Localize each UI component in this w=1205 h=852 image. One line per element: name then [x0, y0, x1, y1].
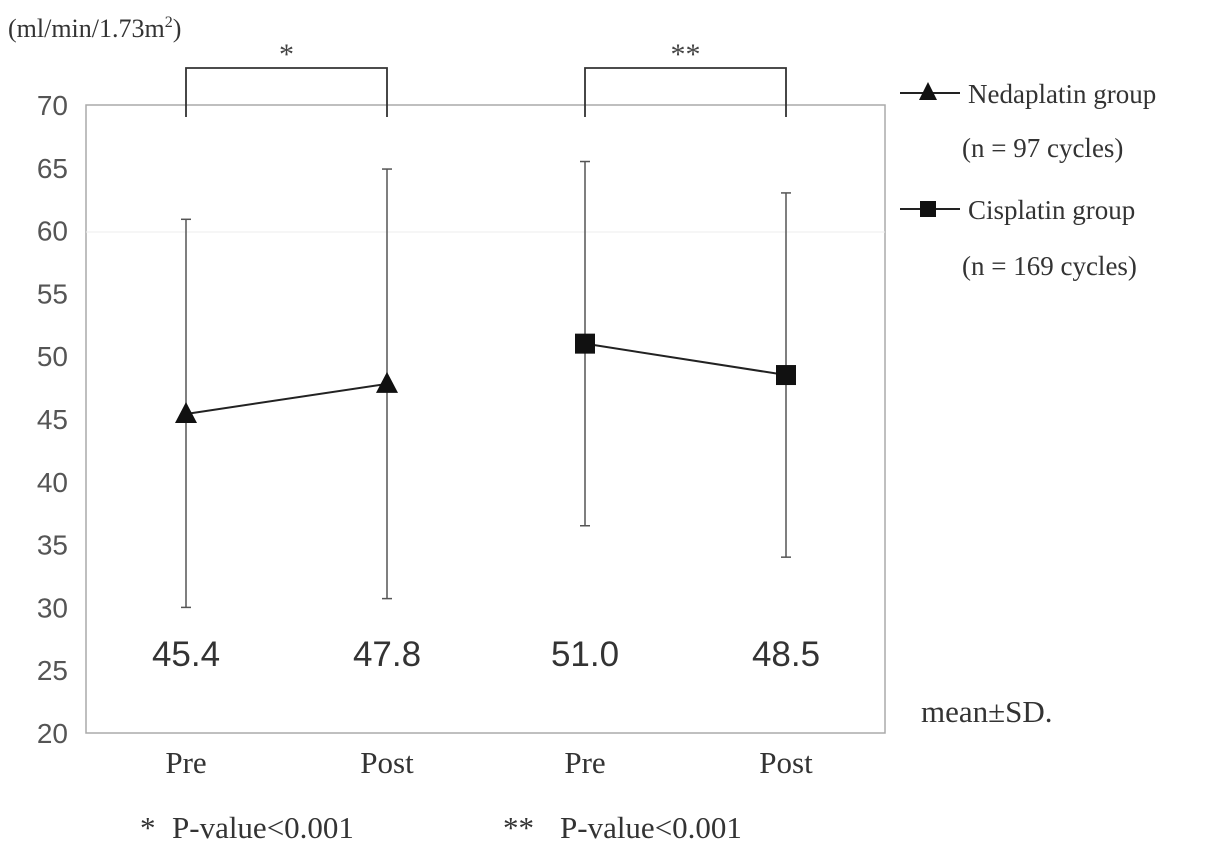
- series-line-nedaplatin: [185, 382, 388, 415]
- footnote-1-text: P-value<0.001: [172, 810, 354, 845]
- triangle-marker: [175, 401, 197, 423]
- y-tick-label: 55: [37, 278, 68, 309]
- y-tick-label: 40: [37, 467, 68, 498]
- footnote-2-mark: **: [503, 810, 534, 845]
- significance-brackets: * **: [185, 38, 787, 117]
- triangle-marker: [376, 371, 398, 393]
- y-tick-label: 30: [37, 592, 68, 623]
- legend-triangle-marker: [919, 82, 937, 100]
- y-tick-label: 65: [37, 153, 68, 184]
- stat-note: mean±SD.: [921, 694, 1053, 729]
- legend-label-nedaplatin: Nedaplatin group: [968, 79, 1156, 109]
- y-tick-label: 25: [37, 655, 68, 686]
- significance-mark: *: [279, 38, 294, 71]
- significance-bracket: [185, 67, 388, 117]
- y-tick-label: 50: [37, 341, 68, 372]
- legend: Nedaplatin group (n = 97 cycles) Cisplat…: [900, 79, 1156, 281]
- data-labels: 45.4 47.8 51.0 48.5: [152, 635, 820, 674]
- y-axis-unit-label: (ml/min/1.73m2): [8, 14, 181, 43]
- data-label: 47.8: [353, 635, 421, 674]
- legend-square-marker: [920, 201, 936, 217]
- error-bars: [181, 160, 791, 609]
- y-tick-label: 70: [37, 90, 68, 121]
- x-tick-label: Pre: [564, 745, 605, 780]
- y-tick-label: 35: [37, 530, 68, 561]
- y-axis-unit-superscript: 2: [165, 14, 173, 31]
- data-label: 45.4: [152, 635, 220, 674]
- footnote-2-text: P-value<0.001: [560, 810, 742, 845]
- footnote-1-mark: *: [140, 810, 156, 845]
- data-label: 51.0: [551, 635, 619, 674]
- y-axis-ticks: 20 25 30 35 40 45 50 55 60 65 70: [37, 90, 68, 749]
- y-tick-label: 20: [37, 718, 68, 749]
- legend-note-nedaplatin: (n = 97 cycles): [962, 133, 1123, 163]
- square-marker: [776, 365, 796, 386]
- y-tick-label: 60: [37, 216, 68, 247]
- plot-frame: [85, 104, 886, 734]
- y-tick-label: 45: [37, 404, 68, 435]
- series-lines: [185, 342, 787, 415]
- data-label: 48.5: [752, 635, 820, 674]
- x-tick-label: Pre: [165, 745, 206, 780]
- significance-bracket: [584, 67, 787, 117]
- series-markers: [175, 333, 796, 423]
- legend-note-cisplatin: (n = 169 cycles): [962, 251, 1137, 281]
- square-marker: [575, 333, 595, 354]
- significance-mark: **: [671, 38, 701, 71]
- x-tick-label: Post: [360, 745, 414, 780]
- series-line-cisplatin: [584, 342, 787, 377]
- x-tick-label: Post: [759, 745, 813, 780]
- legend-label-cisplatin: Cisplatin group: [968, 195, 1135, 225]
- x-axis-ticks: Pre Post Pre Post: [165, 745, 813, 780]
